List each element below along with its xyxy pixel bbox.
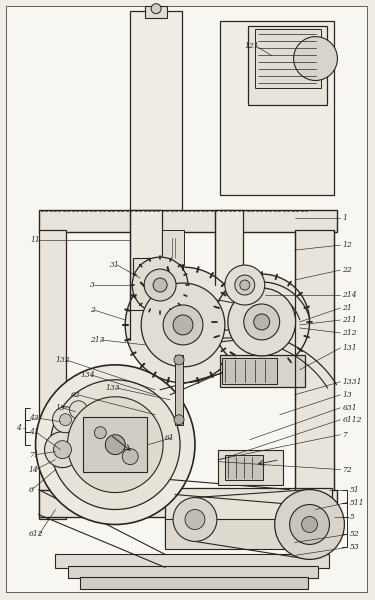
Bar: [130, 11, 182, 220]
Bar: [165, 520, 333, 550]
Text: 13: 13: [342, 391, 352, 399]
Circle shape: [51, 380, 180, 509]
Text: 511: 511: [350, 499, 364, 506]
Text: 631: 631: [342, 404, 357, 412]
Text: 612: 612: [28, 530, 43, 538]
Circle shape: [60, 414, 71, 426]
Bar: [69, 566, 318, 578]
Circle shape: [36, 365, 195, 524]
Text: 11: 11: [31, 236, 40, 244]
Circle shape: [173, 315, 193, 335]
Bar: [83, 417, 147, 472]
Text: 121: 121: [245, 41, 260, 50]
Circle shape: [174, 415, 184, 425]
Text: 14: 14: [28, 466, 38, 473]
Bar: [165, 488, 333, 547]
Circle shape: [132, 257, 188, 313]
Circle shape: [290, 505, 330, 544]
Text: 61: 61: [165, 434, 175, 442]
Circle shape: [141, 283, 225, 367]
Circle shape: [274, 490, 344, 559]
Circle shape: [69, 401, 87, 419]
Text: 212: 212: [342, 329, 357, 337]
Bar: [175, 355, 183, 425]
Bar: [225, 455, 263, 479]
Text: 53: 53: [350, 544, 359, 551]
Text: 72: 72: [342, 466, 352, 473]
Text: 4: 4: [16, 424, 21, 432]
Text: 6112: 6112: [342, 416, 362, 424]
Circle shape: [163, 305, 203, 345]
Circle shape: [122, 449, 138, 464]
Text: 12: 12: [342, 241, 352, 249]
Bar: [218, 449, 283, 485]
Bar: [248, 26, 327, 106]
Text: 31: 31: [110, 261, 120, 269]
Text: 52: 52: [350, 530, 359, 538]
Circle shape: [228, 288, 296, 356]
Circle shape: [144, 269, 176, 301]
Text: 41: 41: [28, 428, 38, 436]
Text: 62: 62: [70, 391, 80, 399]
Text: 21: 21: [342, 304, 352, 312]
Bar: [56, 554, 330, 568]
Text: 71: 71: [28, 451, 38, 458]
Circle shape: [174, 355, 184, 365]
Circle shape: [244, 304, 280, 340]
Bar: [220, 20, 334, 195]
Circle shape: [105, 434, 125, 455]
Circle shape: [235, 275, 255, 295]
Text: 2: 2: [90, 306, 95, 314]
Bar: [39, 210, 338, 232]
Circle shape: [94, 427, 106, 439]
Text: 6: 6: [28, 485, 33, 494]
Text: 7: 7: [342, 431, 347, 439]
Bar: [133, 258, 178, 318]
Text: 3: 3: [90, 281, 95, 289]
Text: 1: 1: [342, 214, 347, 222]
Bar: [80, 577, 308, 589]
Text: 213: 213: [90, 336, 105, 344]
Bar: [220, 355, 304, 387]
Text: 22: 22: [342, 266, 352, 274]
Text: 133: 133: [105, 384, 120, 392]
Bar: [255, 29, 321, 88]
Circle shape: [254, 314, 270, 330]
Bar: [39, 230, 66, 520]
Circle shape: [302, 517, 318, 532]
Text: 211: 211: [342, 316, 357, 324]
Text: 134: 134: [80, 371, 95, 379]
Text: 1331: 1331: [342, 378, 362, 386]
Circle shape: [153, 278, 167, 292]
Circle shape: [294, 37, 338, 80]
Bar: [215, 210, 243, 350]
Circle shape: [45, 431, 80, 467]
Text: 51: 51: [350, 485, 359, 494]
Bar: [130, 210, 162, 340]
Text: 15: 15: [56, 404, 65, 412]
Bar: [145, 5, 167, 17]
Text: 5: 5: [350, 514, 354, 521]
Circle shape: [54, 440, 71, 458]
Text: 131: 131: [342, 344, 357, 352]
Circle shape: [68, 397, 163, 493]
Bar: [39, 490, 338, 517]
Bar: [222, 358, 277, 384]
Circle shape: [151, 4, 161, 14]
Bar: [162, 230, 184, 265]
Text: 214: 214: [342, 291, 357, 299]
Text: 132: 132: [56, 356, 70, 364]
Bar: [295, 230, 334, 520]
Circle shape: [173, 497, 217, 541]
Circle shape: [240, 280, 250, 290]
Circle shape: [185, 509, 205, 529]
Circle shape: [53, 407, 78, 433]
Text: 42: 42: [28, 414, 38, 422]
Circle shape: [225, 265, 265, 305]
Circle shape: [214, 274, 309, 370]
Circle shape: [125, 267, 241, 383]
